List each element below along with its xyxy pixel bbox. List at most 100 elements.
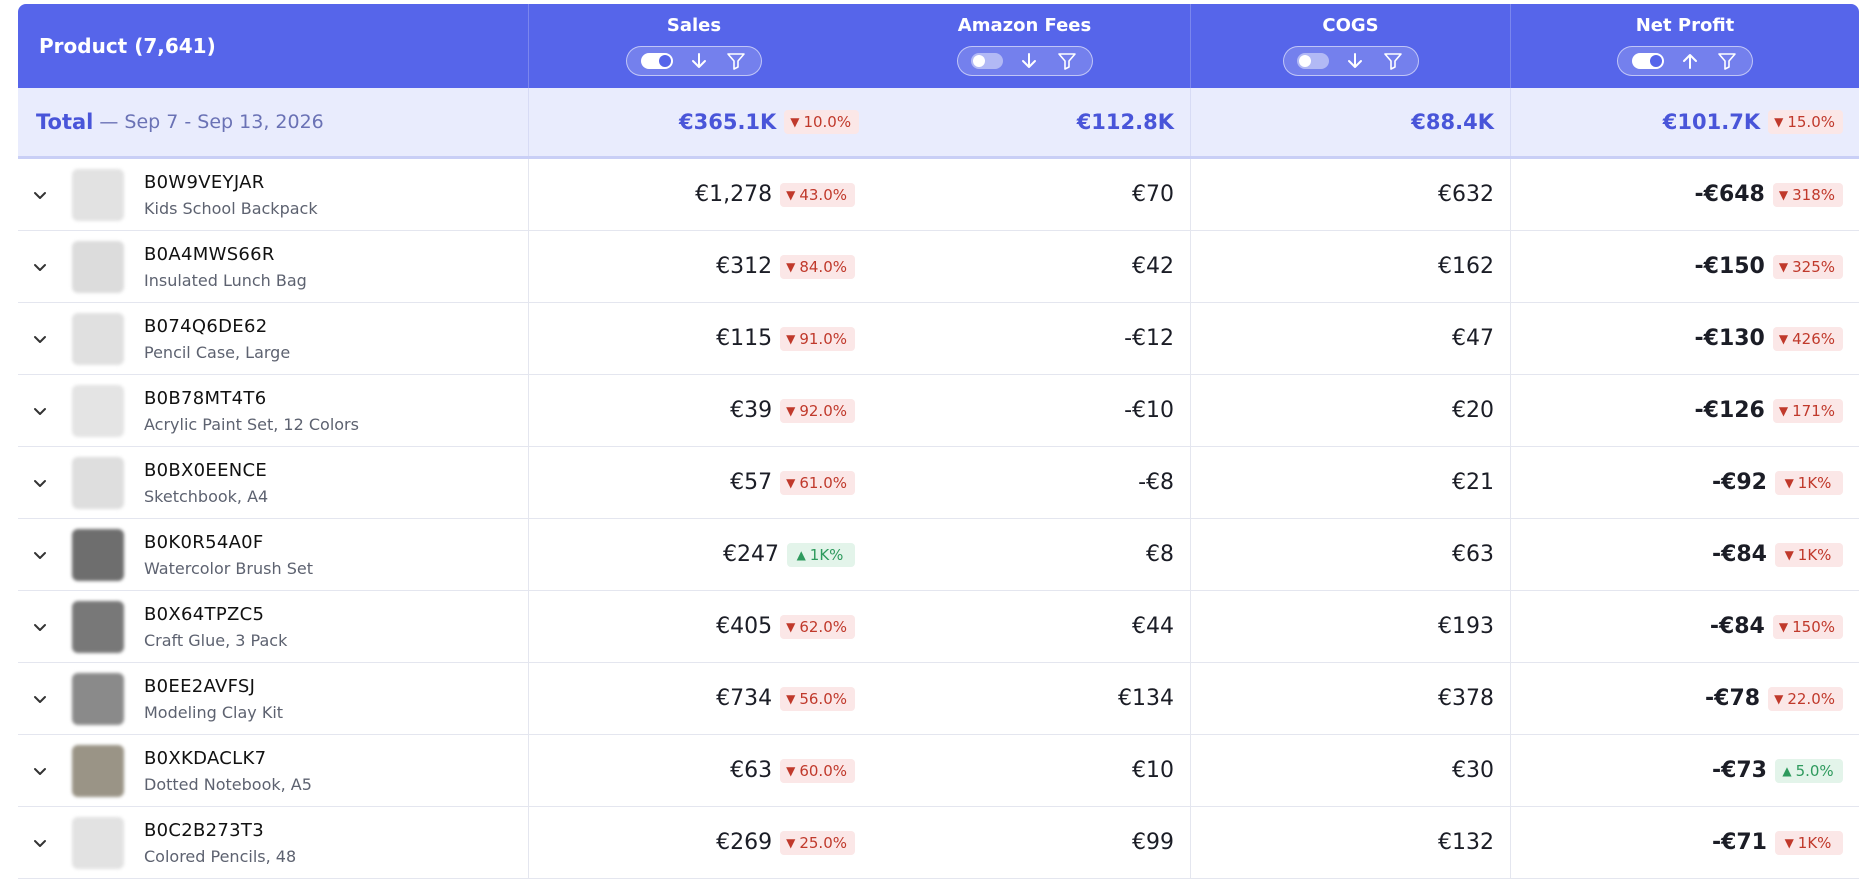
cogs-value: €132 [1438,830,1494,855]
net-value: -€71 [1711,830,1767,855]
net-toggle[interactable] [1631,53,1664,69]
product-asin[interactable]: B0K0R54A0F [144,531,264,553]
product-asin[interactable]: B0C2B273T3 [144,819,264,841]
net-value: -€126 [1694,398,1765,423]
filter-icon[interactable] [725,50,747,72]
product-asin[interactable]: B0A4MWS66R [144,243,275,265]
chevron-down-icon[interactable] [18,835,62,851]
product-thumbnail [72,600,124,653]
table-body: B0W9VEYJAR Kids School Backpack €1,278 ▼… [18,159,1859,879]
fees-value: €44 [1132,614,1174,639]
total-net: €101.7K [1662,110,1761,134]
filter-icon[interactable] [1056,50,1078,72]
triangle-down-icon: ▼ [1784,475,1794,490]
chevron-down-icon[interactable] [18,691,62,707]
fees-cell: €42 [859,231,1190,302]
sales-value: €115 [716,326,773,351]
triangle-down-icon: ▼ [1774,115,1784,129]
table-row[interactable]: B0X64TPZC5 Craft Glue, 3 Pack €405 ▼ 62.0… [18,591,1859,663]
table-row[interactable]: B074Q6DE62 Pencil Case, Large €115 ▼ 91.0… [18,303,1859,375]
fees-controls [956,46,1093,76]
fees-cell: €70 [859,159,1190,230]
fees-cell: €10 [859,735,1190,806]
product-asin[interactable]: B0EE2AVFSJ [144,675,256,697]
cogs-value: €63 [1452,542,1494,567]
table-row[interactable]: B0A4MWS66R Insulated Lunch Bag €312 ▼ 84.… [18,231,1859,303]
product-asin[interactable]: B0W9VEYJAR [144,171,265,193]
product-asin[interactable]: B074Q6DE62 [144,315,268,337]
sales-toggle[interactable] [640,53,673,69]
net-value: -€130 [1694,326,1765,351]
product-asin[interactable]: B0B78MT4T6 [144,387,267,409]
fees-toggle[interactable] [971,53,1004,69]
arrow-down-icon[interactable] [1018,50,1040,72]
arrow-down-icon[interactable] [688,50,710,72]
product-name: Craft Glue, 3 Pack [144,630,288,650]
table-row[interactable]: B0XKDACLK7 Dotted Notebook, A5 €63 ▼ 60.0… [18,735,1859,807]
table-row[interactable]: B0EE2AVFSJ Modeling Clay Kit €734 ▼ 56.0%… [18,663,1859,735]
table-row[interactable]: B0C2B273T3 Colored Pencils, 48 €269 ▼ 25.… [18,807,1859,879]
sales-value: €269 [716,830,773,855]
change-badge: ▼ 56.0% [780,686,855,711]
net-cell: -€71 ▼ 1K% [1510,807,1859,878]
chevron-down-icon[interactable] [18,547,62,563]
product-thumbnail [72,168,124,221]
cogs-toggle[interactable] [1297,53,1330,69]
product-cell: B0A4MWS66R Insulated Lunch Bag [18,231,528,302]
chevron-down-icon[interactable] [18,331,62,347]
column-header-sales: Sales [528,4,859,88]
chevron-down-icon[interactable] [18,403,62,419]
product-table: Product (7,641) Sales Amazon Fees COGS [18,4,1859,879]
net-cell: -€78 ▼ 22.0% [1510,663,1859,734]
chevron-down-icon[interactable] [18,259,62,275]
chevron-down-icon[interactable] [18,187,62,203]
cogs-cell: €193 [1190,591,1510,662]
filter-icon[interactable] [1716,50,1738,72]
sales-cell: €269 ▼ 25.0% [528,807,859,878]
triangle-down-icon: ▼ [786,403,796,418]
triangle-down-icon: ▼ [786,475,796,490]
column-header-net-profit: Net Profit [1510,4,1859,88]
fees-cell: -€10 [859,375,1190,446]
change-badge: ▼ 84.0% [780,254,855,279]
net-value: -€648 [1694,182,1765,207]
cogs-value: €193 [1438,614,1494,639]
arrow-down-icon[interactable] [1344,50,1366,72]
product-info: B074Q6DE62 Pencil Case, Large [144,316,290,362]
triangle-down-icon: ▼ [786,835,796,850]
cogs-cell: €20 [1190,375,1510,446]
net-cell: -€150 ▼ 325% [1510,231,1859,302]
fees-cell: -€8 [859,447,1190,518]
cogs-header-title: COGS [1322,15,1379,36]
filter-icon[interactable] [1382,50,1404,72]
fees-cell: €44 [859,591,1190,662]
table-row[interactable]: B0B78MT4T6 Acrylic Paint Set, 12 Colors … [18,375,1859,447]
arrow-up-icon[interactable] [1679,50,1701,72]
product-info: B0W9VEYJAR Kids School Backpack [144,172,318,218]
chevron-down-icon[interactable] [18,619,62,635]
change-badge: ▲ 5.0% [1775,758,1843,783]
product-cell: B0X64TPZC5 Craft Glue, 3 Pack [18,591,528,662]
sales-value: €1,278 [695,182,773,207]
table-row[interactable]: B0BX0EENCE Sketchbook, A4 €57 ▼ 61.0% -€8… [18,447,1859,519]
product-asin[interactable]: B0X64TPZC5 [144,603,265,625]
product-asin[interactable]: B0BX0EENCE [144,459,268,481]
column-header-product[interactable]: Product (7,641) [18,4,528,88]
net-cell: -€648 ▼ 318% [1510,159,1859,230]
chevron-down-icon[interactable] [18,763,62,779]
triangle-down-icon: ▼ [786,619,796,634]
triangle-down-icon: ▼ [1784,547,1794,562]
change-badge: ▼ 1K% [1775,470,1843,495]
product-asin[interactable]: B0XKDACLK7 [144,747,267,769]
table-row[interactable]: B0W9VEYJAR Kids School Backpack €1,278 ▼… [18,159,1859,231]
column-header-amazon-fees: Amazon Fees [859,4,1190,88]
chevron-down-icon[interactable] [18,475,62,491]
table-row[interactable]: B0K0R54A0F Watercolor Brush Set €247 ▲ 1K… [18,519,1859,591]
cogs-value: €21 [1452,470,1494,495]
sales-controls [626,46,762,76]
column-header-cogs: COGS [1190,4,1510,88]
product-info: B0B78MT4T6 Acrylic Paint Set, 12 Colors [144,388,359,434]
product-name: Kids School Backpack [144,198,318,218]
product-name: Colored Pencils, 48 [144,846,297,866]
change-badge: ▼ 318% [1772,182,1843,207]
